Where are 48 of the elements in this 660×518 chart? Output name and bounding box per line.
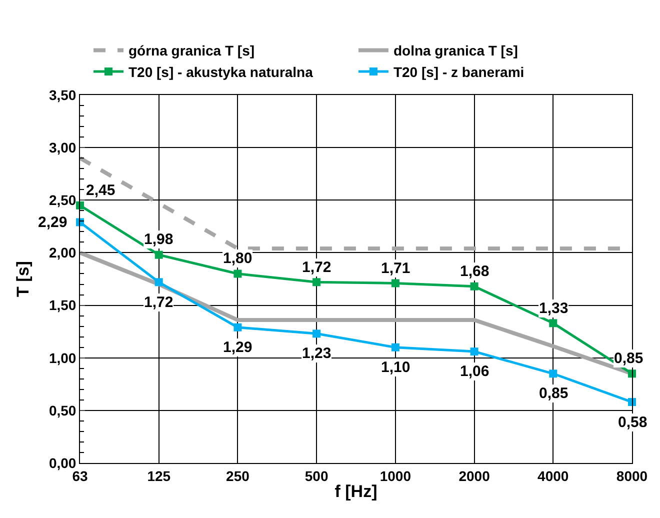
data-label: 2,45 [86,182,116,199]
data-label: 1,68 [460,263,490,280]
y-tick-label: 1,50 [48,297,76,314]
point [391,279,400,288]
x-tick-label: 250 [226,468,250,484]
y-tick-label: 1,00 [48,350,76,366]
legend-label: dolna granica T [s] [393,42,518,59]
data-label: 1,80 [223,250,252,267]
data-label: 1,98 [144,231,174,248]
data-label: 0,85 [614,350,644,367]
point [234,270,242,278]
y-tick-label: 0,50 [48,402,76,418]
legend-label: T20 [s] - z banerami [393,64,524,80]
x-tick-label: 500 [304,468,328,484]
point [391,343,400,352]
data-label: 1,71 [381,260,410,277]
data-label: 0,85 [539,385,568,402]
y-tick-label: 3,00 [48,139,76,156]
point [549,370,558,378]
x-tick-label: 1000 [380,468,412,484]
point [312,330,321,338]
data-label: 0,58 [618,414,648,431]
point [154,278,163,286]
point [470,348,478,356]
point [312,278,321,286]
y-axis-title: T [s] [14,261,32,297]
x-tick-label: 125 [147,468,171,484]
point [549,319,558,328]
data-label: 2,29 [38,214,68,231]
data-label: 1,33 [539,300,568,317]
data-label: 1,06 [460,363,490,380]
data-label: 1,29 [223,339,252,356]
legend-label: T20 [s] - akustyka naturalna [128,64,314,80]
data-label: 1,72 [144,294,174,311]
x-axis-title: f [Hz] [334,482,378,502]
x-tick-label: 2000 [458,468,490,484]
y-tick-label: 2,50 [48,192,76,208]
data-label: 1,10 [381,359,410,376]
point [154,250,163,259]
x-tick-label: 4000 [538,468,569,484]
data-label: 1,72 [302,259,332,276]
point [470,282,478,290]
x-tick-label: 8000 [616,468,648,484]
y-tick-label: 2,00 [48,244,76,261]
legend-label: górna granica T [s] [128,42,255,59]
data-label: 1,23 [302,345,332,362]
y-tick-label: 3,50 [48,86,76,103]
point [234,323,242,332]
